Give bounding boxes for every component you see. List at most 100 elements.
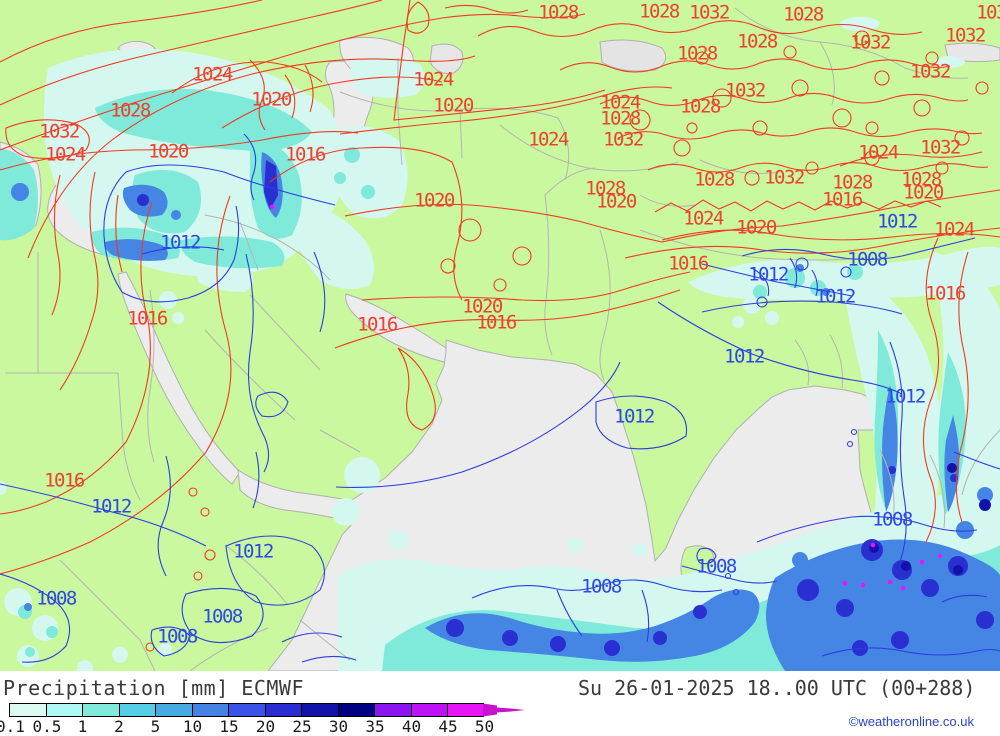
legend-segment [374, 703, 411, 717]
isobar-label: 1028 [600, 107, 641, 130]
isobar-label: 1032 [764, 166, 805, 189]
isobar-label: 1016 [357, 313, 398, 336]
isobar-label: 1028 [677, 42, 718, 65]
copyright-text: ©weatheronline.co.uk [848, 714, 974, 729]
isobar-label: 1024 [45, 143, 86, 166]
isobar-label: 1020 [148, 140, 189, 163]
isobar-label: 1032 [945, 24, 986, 47]
weather-map: 1028102810321028103210321032102810281032… [0, 0, 1000, 671]
isobar-label: 1028 [901, 168, 942, 191]
isobar-label-layer: 1028102810321028103210321032102810281032… [36, 0, 1000, 648]
legend-colorbar [9, 703, 484, 717]
legend-segment [264, 703, 301, 717]
map-title: Precipitation [mm] ECMWF [3, 676, 304, 700]
isobar-label: 1028 [639, 0, 680, 23]
isobar-label: 1028 [783, 3, 824, 26]
isobar-label: 1032 [920, 136, 961, 159]
aral-sea [429, 43, 464, 75]
forecast-datetime: Su 26-01-2025 18..00 UTC (00+288) [578, 676, 976, 700]
isobar-label: 1028 [694, 168, 735, 191]
isobar-label: 1028 [110, 99, 151, 122]
legend-segment [301, 703, 338, 717]
legend-value: 20 [255, 717, 276, 736]
legend-value: 5 [150, 717, 161, 736]
isobar-label: 1012 [877, 210, 918, 233]
isobar-label: 1028 [832, 171, 873, 194]
legend-footer: Precipitation [mm] ECMWF Su 26-01-2025 1… [0, 671, 1000, 736]
isobar-label: 1008 [696, 555, 737, 578]
isobar-label: 1012 [614, 405, 655, 428]
country-borders [5, 7, 1000, 671]
isobar-label: 1008 [847, 248, 888, 271]
legend-value: 30 [328, 717, 349, 736]
precipitation-shading [0, 17, 1000, 671]
legend-segment [82, 703, 119, 717]
legend-segment [155, 703, 192, 717]
legend-segment [9, 703, 46, 717]
isobar-label: 1024 [683, 207, 724, 230]
isobar-label: 1008 [157, 625, 198, 648]
isobar-label: 1016 [925, 282, 966, 305]
legend-value: 10 [182, 717, 203, 736]
legend-value: 25 [292, 717, 312, 736]
isobar-label: 1008 [581, 575, 622, 598]
isobar-label: 1024 [858, 141, 899, 164]
isobar-label: 1028 [538, 1, 579, 24]
isobar-label: 1012 [815, 285, 856, 308]
legend-value: 1 [77, 717, 88, 736]
legend-value: 35 [365, 717, 385, 736]
legend-segment [118, 703, 155, 717]
legend-segment [337, 703, 374, 717]
isobar-label: 1028 [585, 177, 626, 200]
legend-value: 15 [219, 717, 239, 736]
isobar-label: 1032 [725, 79, 766, 102]
isobar-label: 1012 [160, 231, 201, 254]
isobar-label: 1012 [233, 540, 274, 563]
legend-value: 45 [438, 717, 458, 736]
legend-value: 2 [114, 717, 124, 736]
isobars-blue [0, 133, 1000, 663]
isobar-label: 1020 [596, 190, 637, 213]
legend-value: 0.1 [0, 717, 25, 736]
isobar-label: 1012 [91, 495, 132, 518]
legend-segment [228, 703, 265, 717]
isobar-label: 1020 [414, 189, 455, 212]
persian-gulf [345, 293, 450, 363]
isobar-label: 1032 [850, 31, 891, 54]
legend-value: 50 [474, 717, 495, 736]
isobar-label: 1028 [737, 30, 778, 53]
isobar-label: 1024 [600, 91, 641, 114]
isobar-label: 1020 [251, 88, 292, 111]
isobar-label: 1032 [976, 1, 1000, 24]
isobar-label: 1024 [528, 128, 569, 151]
isobar-label: 1020 [736, 216, 777, 239]
legend-segment [410, 703, 447, 717]
isobar-label: 1024 [934, 218, 975, 241]
isobar-label: 1016 [127, 307, 168, 330]
isobar-label: 1024 [413, 68, 454, 91]
weather-map-graphic [0, 0, 1000, 671]
legend-segment [447, 703, 484, 717]
isobar-label: 1016 [822, 188, 863, 211]
isobar-label: 1016 [285, 143, 326, 166]
isobar-label: 1020 [433, 94, 474, 117]
mountain-patch [599, 39, 667, 72]
isobar-label: 1020 [903, 181, 944, 204]
isobar-label: 1008 [202, 605, 243, 628]
isobar-label: 1008 [872, 508, 913, 531]
isobar-label: 1012 [748, 263, 789, 286]
legend-segment [45, 703, 82, 717]
isobar-label: 1012 [724, 345, 765, 368]
isobar-label: 1032 [910, 60, 951, 83]
isobar-label: 1032 [603, 128, 644, 151]
isobar-label: 1016 [44, 469, 85, 492]
isobar-label: 1020 [462, 295, 503, 318]
isobar-label: 1024 [192, 63, 233, 86]
isobar-label: 1008 [36, 587, 77, 610]
isobars-red [0, 0, 1000, 652]
legend-value: 0.5 [32, 717, 62, 736]
legend-arrow [483, 703, 525, 717]
isobar-label: 1012 [885, 385, 926, 408]
legend-value: 40 [401, 717, 422, 736]
legend-values: 0.1 0.5 1 2 5 10 15 20 25 30 35 40 45 50 [0, 717, 540, 736]
